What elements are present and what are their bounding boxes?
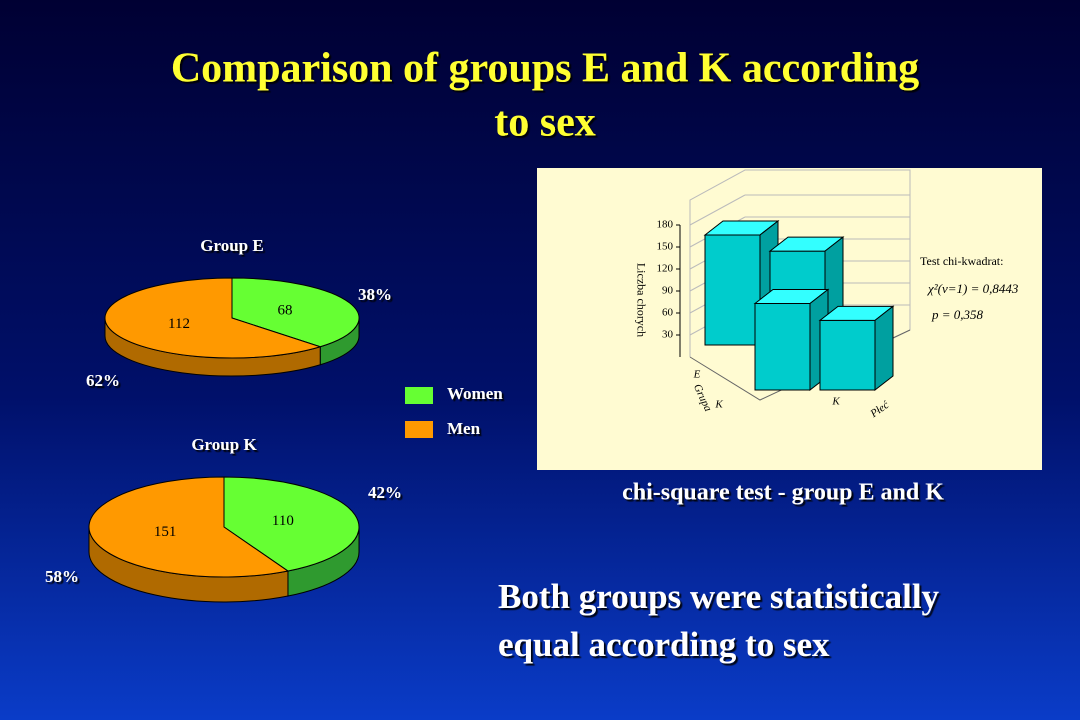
pie-title: Group E [200,236,263,255]
percent-label: 38% [358,285,392,304]
bar-side [874,305,894,392]
value-label: 110 [272,513,294,529]
value-label: 112 [168,316,190,332]
legend-label: Men [447,419,481,438]
y-tick-label: 30 [662,329,674,341]
test-p: p = 0,358 [931,307,984,322]
percent-label: 42% [368,483,402,502]
test-statistic: χ²(ν=1) = 0,8443 [926,281,1019,296]
percent-label: 58% [45,567,79,586]
value-label: 151 [154,524,177,540]
y-tick-label: 150 [657,241,674,253]
y-tick-label: 180 [657,219,674,231]
test-title: Test chi-kwadrat: [920,254,1003,268]
value-label: 68 [277,303,292,319]
y-axis-label: Liczba chorych [634,263,648,337]
x-tick-label: E [693,369,701,381]
conclusion: equal according to sex [498,625,830,664]
slide-title: Comparison of groups E and K according [171,46,919,92]
bar-front [704,234,761,346]
x-tick-label: K [714,399,723,411]
conclusion: Both groups were statistically [498,577,940,616]
legend-swatch [405,421,433,438]
pie-title: Group K [191,435,257,454]
pie-slice [104,277,322,359]
y-tick-label: 90 [662,285,674,297]
legend-label: Women [447,384,503,403]
slide-title: to sex [494,100,595,146]
pie-slice [231,277,360,348]
percent-label: 62% [86,371,120,390]
pie-slice [88,476,290,578]
y-tick-label: 120 [657,263,674,275]
legend-swatch [405,387,433,404]
z-tick-label: K [831,396,840,408]
caption: chi-square test - group E and K [622,480,944,506]
grid-line [689,194,746,226]
bar-front [819,319,876,391]
bar-front [754,302,811,391]
pie-slice [223,476,360,572]
y-tick-label: 60 [662,307,674,319]
